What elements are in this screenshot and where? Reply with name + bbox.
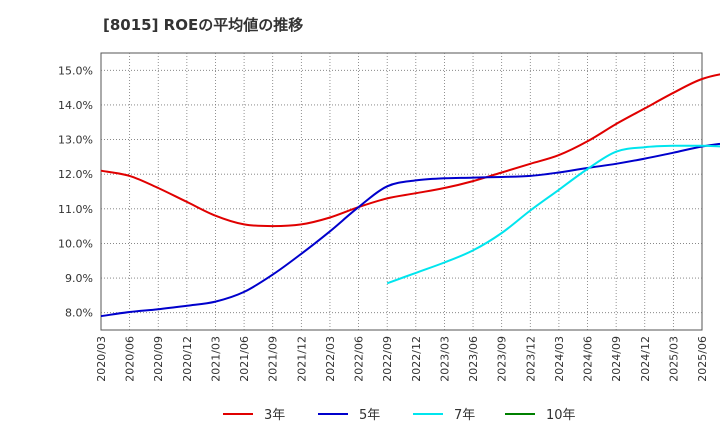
chart-title: [8015] ROEの平均値の推移 (103, 16, 304, 34)
y-tick-label: 13.0% (58, 134, 93, 147)
x-tick-label: 2024/06 (582, 336, 595, 382)
legend-label: 3年 (264, 408, 285, 423)
y-tick-label: 8.0% (65, 307, 93, 320)
x-tick-label: 2020/06 (124, 336, 137, 382)
y-tick-label: 10.0% (58, 237, 93, 250)
x-tick-label: 2021/03 (209, 336, 222, 382)
series-line-2 (100, 142, 720, 318)
y-tick-label: 11.0% (58, 203, 93, 216)
x-tick-label: 2025/03 (667, 336, 680, 382)
x-tick-label: 2021/09 (267, 336, 280, 382)
series-lines (100, 73, 720, 318)
x-tick-label: 2023/03 (438, 336, 451, 382)
x-tick-label: 2023/12 (524, 336, 537, 382)
legend-label: 7年 (454, 408, 475, 423)
x-tick-label: 2025/06 (696, 336, 709, 382)
legend-label: 5年 (359, 408, 380, 423)
y-axis: 8.0% 9.0% 10.0% 11.0% 12.0% 13.0% 14.0% 15.0% (58, 64, 93, 319)
legend-label: 10年 (546, 408, 576, 423)
x-tick-label: 2020/03 (95, 336, 108, 382)
x-tick-label: 2022/12 (410, 336, 423, 382)
x-tick-label: 2024/12 (639, 336, 652, 382)
y-tick-label: 12.0% (58, 168, 93, 181)
series-line-1 (100, 73, 720, 228)
x-tick-label: 2021/06 (238, 336, 251, 382)
x-tick-label: 2024/09 (610, 336, 623, 382)
x-tick-label: 2022/09 (381, 336, 394, 382)
x-tick-label: 2022/03 (324, 336, 337, 382)
series-line-3 (386, 144, 720, 285)
x-tick-label: 2024/03 (553, 336, 566, 382)
x-tick-label: 2023/09 (496, 336, 509, 382)
legend: 3年 5年 7年 10年 (223, 408, 576, 423)
plot-area (100, 52, 703, 331)
x-tick-label: 2023/06 (467, 336, 480, 382)
x-tick-label: 2020/09 (152, 336, 165, 382)
x-tick-label: 2021/12 (295, 336, 308, 382)
y-tick-label: 9.0% (65, 272, 93, 285)
x-tick-label: 2020/12 (181, 336, 194, 382)
y-tick-label: 14.0% (58, 99, 93, 112)
x-axis: 2020/03 2020/06 2020/09 2020/12 2021/03 2021/… (95, 336, 709, 382)
x-tick-label: 2022/06 (353, 336, 366, 382)
y-tick-label: 15.0% (58, 64, 93, 77)
